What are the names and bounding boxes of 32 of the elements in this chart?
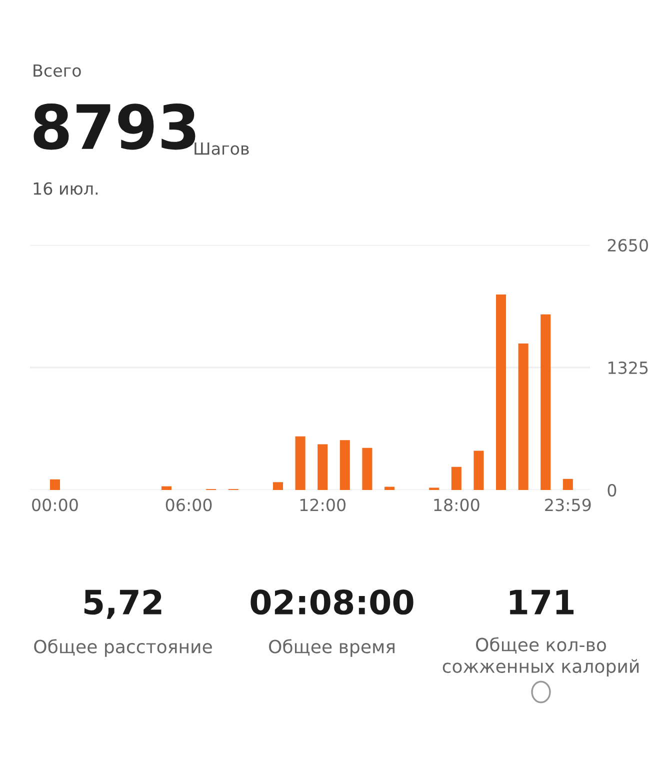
bar <box>318 444 328 490</box>
bar <box>540 314 551 490</box>
text: 8793 <box>34 104 196 150</box>
bar <box>474 450 484 490</box>
bar <box>161 486 172 490</box>
bar <box>518 343 528 490</box>
x-tick-label: 00:00 <box>32 498 78 512</box>
bar <box>562 478 573 490</box>
text: Шагов <box>194 142 249 155</box>
bar <box>362 448 372 490</box>
bar <box>340 440 350 490</box>
bar <box>272 482 284 490</box>
text: Общее кол-во сожженных калорий <box>442 637 639 677</box>
x-tick-label: 06:00 <box>166 498 212 512</box>
bar <box>50 479 60 490</box>
text: Общее время <box>269 639 394 657</box>
bar <box>384 486 395 490</box>
text: 02:08:00 <box>250 589 414 615</box>
y-tick-label: 2650 <box>608 238 648 252</box>
text: 5,72 <box>84 589 162 619</box>
y-tick-label: 1325 <box>608 361 648 374</box>
bar <box>496 294 506 490</box>
x-tick-label: 23:59 <box>545 498 591 512</box>
text: 171 <box>510 590 574 614</box>
x-tick-label: 18:00 <box>434 498 480 512</box>
bar <box>451 466 462 490</box>
text: Общее расстояние <box>34 639 212 657</box>
y-tick-label: 0 <box>608 484 616 497</box>
chart-title: Всего <box>34 64 81 77</box>
x-tick-label: 12:00 <box>300 498 346 512</box>
text: 16 июл. <box>34 182 98 195</box>
bar <box>295 436 306 490</box>
